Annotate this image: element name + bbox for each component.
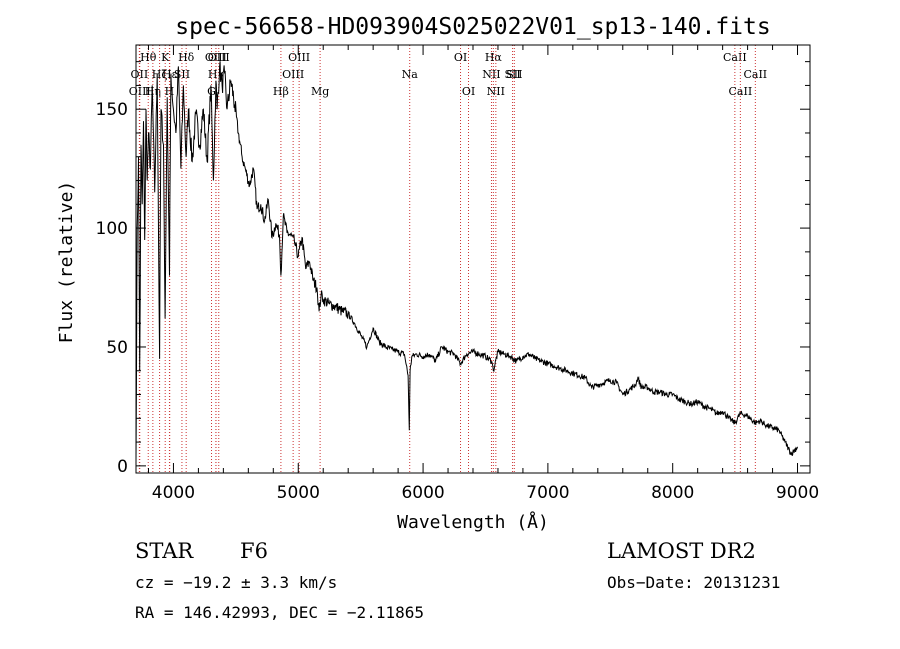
line-label: OII bbox=[131, 68, 149, 81]
spectrum-series bbox=[135, 61, 798, 462]
line-label: CaII bbox=[743, 68, 767, 81]
line-label: Hζ bbox=[152, 68, 168, 81]
spectral-line-markers: HθOIIOIIIHηHζKHHεSIIHδGOIIIHγOIIIHβOIIIO… bbox=[129, 45, 767, 473]
redshift-info: cz = −19.2 ± 3.3 km/s bbox=[135, 573, 338, 592]
x-tick-label: 5000 bbox=[277, 483, 320, 503]
x-tick-label: 7000 bbox=[526, 483, 569, 503]
line-label: H bbox=[165, 85, 175, 98]
line-label: OI bbox=[462, 85, 475, 98]
observation-date: Obs−Date: 20131231 bbox=[607, 573, 781, 592]
y-axis-label: Flux (relative) bbox=[56, 181, 77, 344]
survey-label: LAMOST DR2 bbox=[607, 539, 756, 563]
y-tick-label: 100 bbox=[96, 219, 128, 239]
line-label: SII bbox=[174, 68, 190, 81]
spectral-subclass: F6 bbox=[240, 539, 268, 563]
line-label: Hδ bbox=[178, 51, 195, 64]
plot-axes: 4000 5000 6000 7000 8000 9000 0 50 100 150 bbox=[96, 44, 819, 503]
line-label: OIII bbox=[208, 51, 230, 64]
line-label: OIII bbox=[288, 51, 310, 64]
line-label: CaII bbox=[723, 51, 747, 64]
x-tick-label: 4000 bbox=[152, 483, 195, 503]
line-label: SII bbox=[504, 68, 520, 81]
line-label: OIII bbox=[282, 68, 304, 81]
y-tick-label: 50 bbox=[106, 338, 128, 358]
line-label: OI bbox=[454, 51, 467, 64]
line-label: NII bbox=[487, 85, 505, 98]
chart-title: spec-56658-HD093904S025022V01_sp13-140.f… bbox=[175, 14, 770, 40]
line-label: SII bbox=[506, 68, 522, 81]
line-label: Hβ bbox=[273, 85, 289, 98]
line-label: Hε bbox=[162, 68, 178, 81]
line-label: Mg bbox=[311, 85, 329, 98]
line-label: Hα bbox=[485, 51, 503, 64]
y-tick-label: 0 bbox=[117, 457, 128, 477]
line-label: Na bbox=[402, 68, 419, 81]
line-label: K bbox=[161, 51, 170, 64]
x-axis-label: Wavelength (Å) bbox=[397, 511, 549, 533]
line-label: NII bbox=[482, 68, 500, 81]
x-tick-label: 6000 bbox=[401, 483, 444, 503]
line-label: CaII bbox=[729, 85, 753, 98]
line-label: OIII bbox=[129, 85, 151, 98]
y-tick-label: 150 bbox=[96, 100, 128, 120]
line-label: Hθ bbox=[140, 51, 157, 64]
x-tick-label: 8000 bbox=[651, 483, 694, 503]
x-tick-label: 9000 bbox=[776, 483, 819, 503]
coordinates: RA = 146.42993, DEC = −2.11865 bbox=[135, 603, 424, 622]
object-class: STAR bbox=[135, 539, 194, 563]
plot-frame bbox=[135, 44, 811, 474]
